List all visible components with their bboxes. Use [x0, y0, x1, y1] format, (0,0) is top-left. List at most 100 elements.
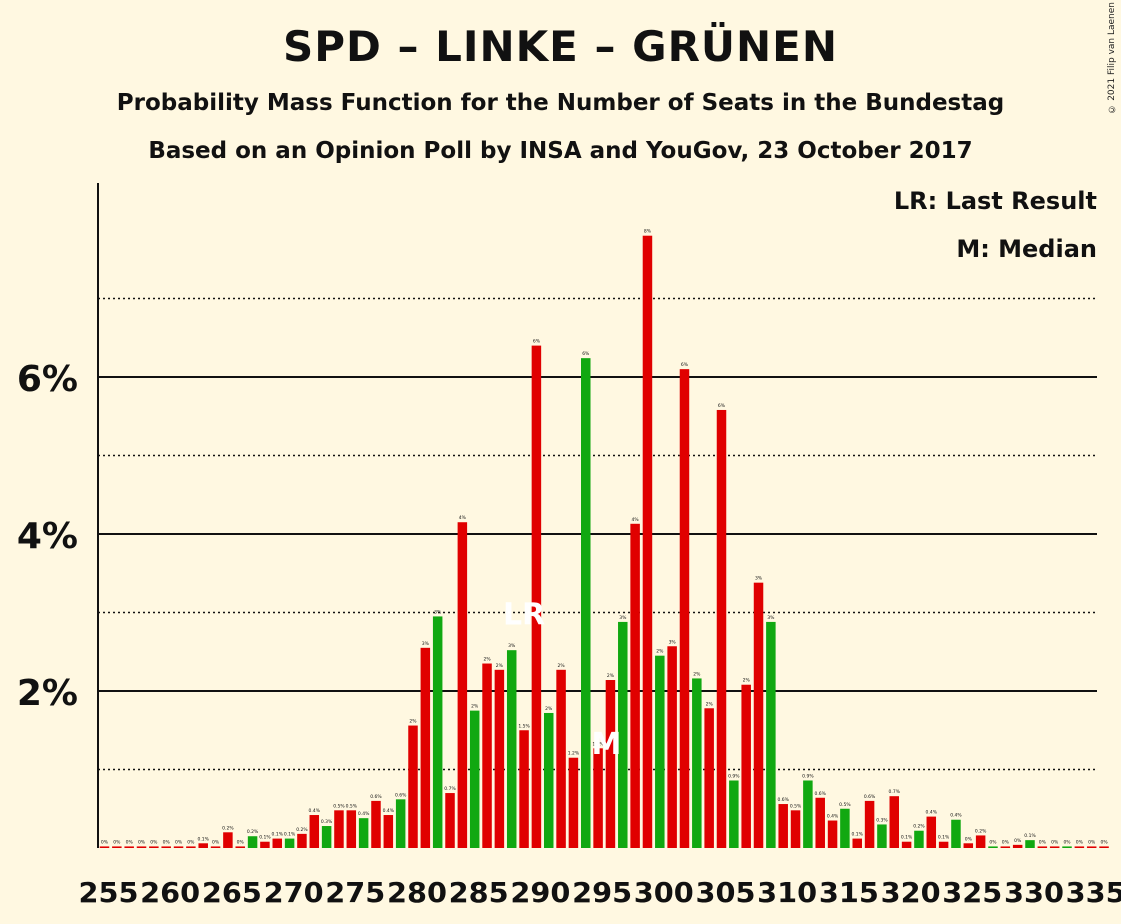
bar-value-label: 6% — [533, 339, 541, 345]
bar-value-label: 0.7% — [444, 786, 456, 792]
x-tick-labels: 255 260 265 270 275 280 285 290 295 300 305 310 315 3… — [79, 876, 1121, 909]
bar-value-label: 4% — [459, 515, 467, 521]
bar — [297, 833, 307, 848]
bar-value-label: 0% — [965, 836, 973, 842]
bar-value-label: 0.4% — [383, 808, 395, 814]
bar-value-label: 0.6% — [815, 791, 827, 797]
bar-value-label: 0.1% — [198, 836, 210, 842]
bar-value-label: 0% — [126, 839, 134, 845]
chart-source: Based on an Opinion Poll by INSA and You… — [148, 138, 973, 164]
bar — [112, 846, 122, 848]
bar-value-label: 0.1% — [284, 832, 296, 838]
bar-value-label: 0.3% — [321, 819, 333, 825]
bar-value-label: 0% — [989, 839, 997, 845]
bar-value-label: 2% — [409, 719, 417, 725]
bar — [988, 846, 998, 848]
bar — [260, 841, 270, 848]
bar-value-label: 2% — [607, 673, 615, 679]
chart-title: SPD – LINKE – GRÜNEN — [282, 22, 839, 71]
bar-value-label: 4% — [632, 517, 640, 523]
y-tick-label: 4% — [17, 516, 78, 557]
markers: LR M — [503, 597, 621, 762]
gridlines — [98, 297, 1097, 771]
bar — [803, 780, 813, 848]
bar-value-label: 0% — [1039, 839, 1047, 845]
bar — [1012, 844, 1023, 848]
bar — [605, 680, 616, 848]
bar — [815, 797, 825, 848]
bar-value-label: 0.9% — [802, 773, 814, 779]
bar — [679, 369, 690, 848]
bar-value-label: 0.1% — [901, 835, 913, 841]
bar-value-label: 0.4% — [950, 813, 962, 819]
bar-value-label: 3% — [767, 615, 775, 621]
bar-value-label: 2% — [693, 671, 701, 677]
bar — [1099, 846, 1109, 848]
bar — [593, 748, 603, 848]
bar — [766, 621, 776, 848]
bar-value-label: 2% — [471, 704, 479, 710]
bar — [395, 799, 406, 848]
bar — [975, 835, 986, 848]
y-tick-labels: 2% 4% 6% — [17, 359, 78, 714]
bar — [729, 780, 739, 848]
bar — [642, 235, 653, 848]
bar-value-label: 3% — [422, 641, 430, 647]
bar — [938, 841, 949, 848]
chart-subtitle: Probability Mass Function for the Number… — [116, 90, 1005, 116]
bar-value-label: 0% — [150, 839, 158, 845]
bar-value-label: 0.2% — [247, 829, 259, 835]
x-tick-label: 255 — [79, 876, 139, 909]
bar — [223, 832, 233, 848]
bar — [877, 824, 887, 848]
bar — [124, 846, 134, 848]
bar — [173, 846, 184, 848]
bars — [99, 235, 1109, 848]
bar — [864, 800, 875, 848]
bar-value-label: 2% — [743, 678, 751, 684]
median-marker: M — [592, 727, 622, 762]
bar — [926, 816, 937, 848]
x-tick-label: 295 — [572, 876, 632, 909]
bar — [469, 710, 480, 848]
bar — [556, 669, 566, 848]
bar-value-label: 0.5% — [790, 803, 802, 809]
bar — [309, 815, 320, 848]
bar-value-label: 0.4% — [309, 808, 321, 814]
bar — [543, 712, 554, 848]
bar-value-label: 0% — [187, 839, 195, 845]
bar — [667, 646, 677, 848]
bar — [482, 663, 492, 848]
bar — [161, 846, 171, 848]
bar-value-label: 0% — [237, 839, 245, 845]
bar — [889, 796, 900, 848]
x-tick-label: 270 — [264, 876, 324, 909]
bar — [753, 582, 764, 848]
bar-value-label: 3% — [755, 576, 763, 582]
x-tick-label: 320 — [881, 876, 941, 909]
bar-value-label: 6% — [718, 403, 726, 409]
x-tick-label: 265 — [202, 876, 262, 909]
bar-value-label: 0.6% — [370, 794, 382, 800]
bar-value-label: 0.2% — [975, 828, 987, 834]
bar — [716, 409, 727, 848]
bar-value-label: 3% — [669, 639, 677, 645]
bar — [914, 830, 924, 848]
bar — [531, 345, 542, 848]
bar-value-label: 0.6% — [864, 794, 876, 800]
x-tick-label: 330 — [1004, 876, 1064, 909]
bar — [186, 846, 196, 848]
x-tick-label: 290 — [510, 876, 570, 909]
bar — [445, 793, 455, 848]
bar-value-label: 6% — [582, 351, 590, 357]
bar — [901, 841, 912, 848]
bar-value-label: 8% — [644, 229, 652, 235]
bar — [568, 757, 579, 848]
bar-value-label: 0% — [175, 839, 183, 845]
x-tick-label: 260 — [140, 876, 200, 909]
last-result-marker: LR — [503, 597, 545, 632]
bar-value-label: 0% — [138, 839, 146, 845]
bar-value-label: 0% — [1076, 839, 1084, 845]
bar — [198, 843, 208, 848]
x-tick-label: 285 — [449, 876, 509, 909]
